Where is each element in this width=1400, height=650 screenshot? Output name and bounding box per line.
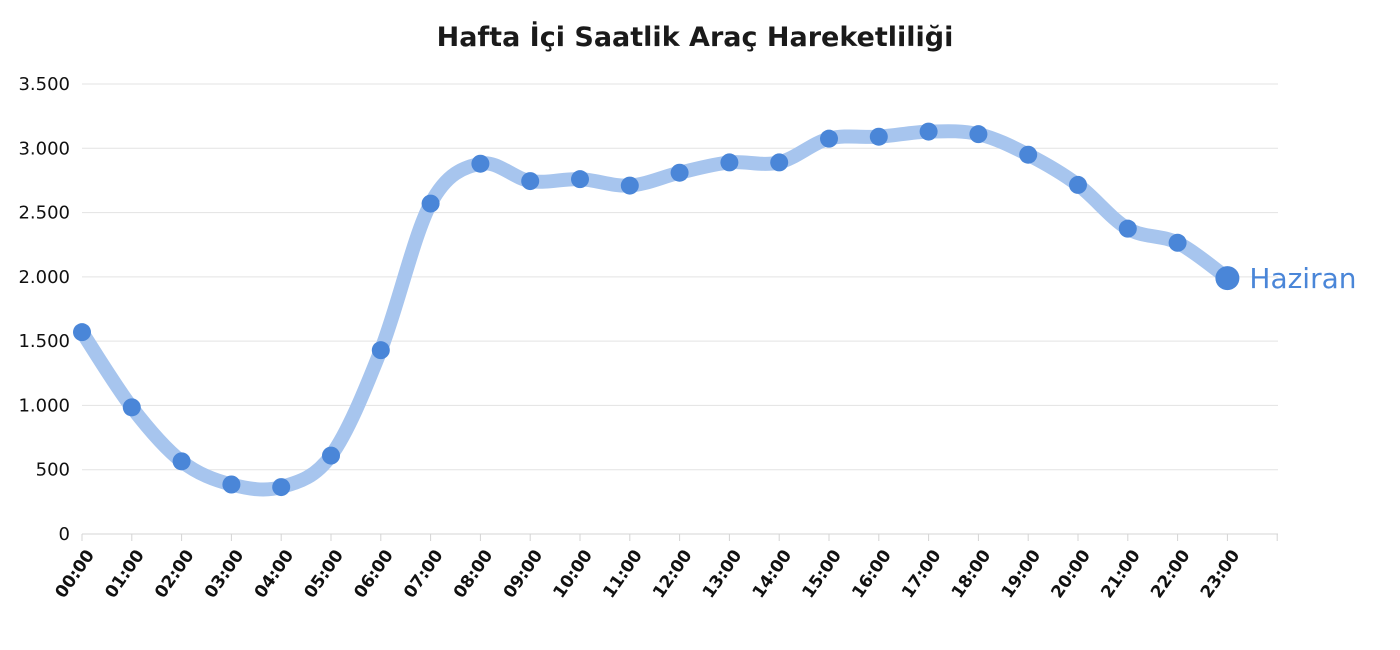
x-tick-label: 07:00	[400, 546, 448, 602]
x-tick-label: 05:00	[300, 546, 348, 602]
x-tick-label: 12:00	[649, 546, 697, 602]
y-tick-label: 3.500	[18, 74, 70, 95]
x-tick-label: 06:00	[350, 546, 398, 602]
y-tick-label: 3.000	[18, 138, 70, 159]
series-label-haziran: Haziran	[1249, 262, 1356, 295]
x-tick-label: 15:00	[798, 546, 846, 602]
data-point	[869, 127, 888, 146]
data-point	[371, 341, 390, 360]
x-tick-label: 01:00	[101, 546, 149, 602]
x-tick-label: 20:00	[1047, 546, 1095, 602]
x-tick-label: 10:00	[549, 546, 597, 602]
data-point	[720, 153, 739, 172]
x-tick-label: 08:00	[450, 546, 498, 602]
data-point	[969, 125, 988, 144]
data-point	[1215, 266, 1240, 291]
x-tick-label: 18:00	[948, 546, 996, 602]
data-point	[1118, 219, 1137, 238]
data-point	[670, 163, 689, 182]
data-point	[122, 398, 141, 417]
data-point	[272, 478, 291, 497]
y-tick-label: 0	[59, 524, 70, 545]
series-line-haziran	[75, 124, 1235, 497]
y-tick-label: 1.000	[18, 395, 70, 416]
data-point	[471, 154, 490, 173]
x-tick-label: 16:00	[848, 546, 896, 602]
x-tick-label: 22:00	[1147, 546, 1195, 602]
data-point	[1168, 233, 1187, 252]
x-tick-label: 02:00	[151, 546, 199, 602]
x-tick-label: 17:00	[898, 546, 946, 602]
y-tick-label: 2.500	[18, 203, 70, 224]
y-axis: 0 500 1.000 1.500 2.000 2.500 3.000 3.500	[18, 74, 70, 545]
data-point	[322, 446, 340, 465]
data-point	[172, 452, 191, 471]
x-tick-label: 13:00	[699, 546, 747, 602]
data-point	[1019, 145, 1038, 164]
data-point	[222, 475, 241, 494]
data-point	[521, 172, 540, 191]
data-point	[73, 323, 91, 342]
x-tick-label: 21:00	[1097, 546, 1145, 602]
x-tick-label: 09:00	[500, 546, 548, 602]
x-tick-label: 11:00	[599, 546, 647, 602]
x-tick-label: 23:00	[1197, 546, 1245, 602]
data-point	[1069, 175, 1087, 194]
y-tick-label: 2.000	[18, 267, 70, 288]
data-point	[421, 194, 440, 213]
x-tick-label: 19:00	[998, 546, 1046, 602]
x-tick-label: 04:00	[251, 546, 299, 602]
data-point	[620, 176, 639, 195]
y-tick-label: 500	[36, 460, 70, 481]
x-tick-label: 14:00	[749, 546, 797, 602]
gridlines	[82, 83, 1278, 535]
data-point	[919, 122, 938, 141]
data-point	[571, 170, 589, 189]
y-tick-label: 1.500	[18, 331, 70, 352]
data-point	[770, 153, 789, 172]
chart-title: Hafta İçi Saatlik Araç Hareketliliği	[436, 22, 954, 53]
x-tick-label: 03:00	[201, 546, 249, 602]
data-point	[820, 129, 838, 148]
x-axis: 00:00 01:00 02:00 03:00 04:00 05:00 06:00 07:00…	[51, 534, 1278, 602]
data-points	[73, 122, 1240, 497]
x-tick-label: 00:00	[51, 546, 99, 602]
